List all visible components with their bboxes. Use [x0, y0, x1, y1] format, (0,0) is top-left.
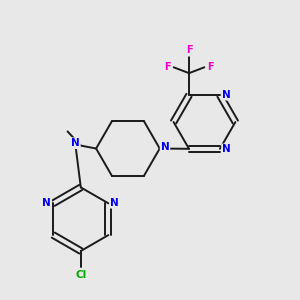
Text: Cl: Cl — [75, 269, 86, 280]
Text: N: N — [110, 198, 119, 208]
Text: F: F — [164, 62, 170, 72]
Text: F: F — [208, 62, 214, 72]
Text: N: N — [222, 90, 231, 100]
Text: N: N — [160, 142, 169, 152]
Text: F: F — [186, 46, 192, 56]
Text: N: N — [71, 138, 80, 148]
Text: N: N — [42, 198, 51, 208]
Text: N: N — [222, 144, 231, 154]
